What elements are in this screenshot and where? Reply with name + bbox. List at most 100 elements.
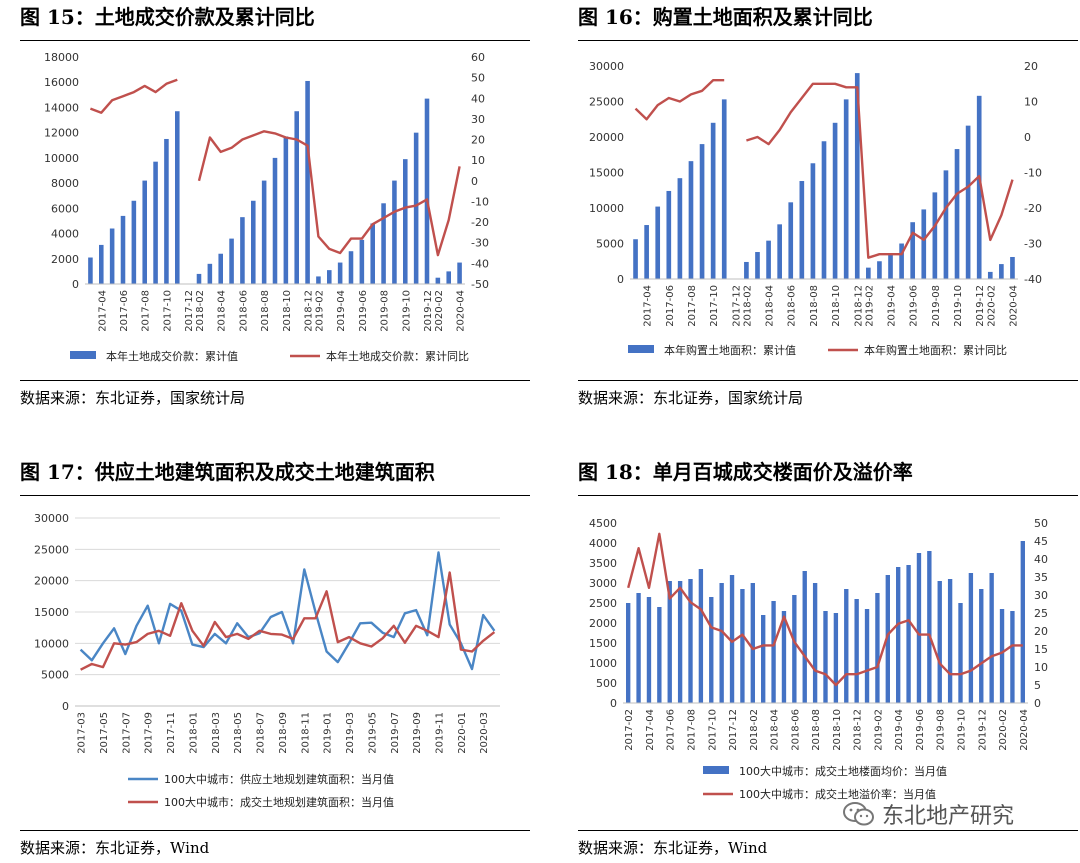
series-line xyxy=(89,78,178,114)
bar xyxy=(710,122,716,279)
bar xyxy=(677,178,683,279)
y2-tick-label: -40 xyxy=(471,257,489,270)
x-tick-label: 2019-10 xyxy=(401,290,412,332)
bar xyxy=(164,138,169,284)
bar xyxy=(709,597,714,703)
y-tick-label: 3000 xyxy=(589,577,617,590)
x-tick-label: 2020-02 xyxy=(986,285,997,327)
x-tick-label: 2017-11 xyxy=(166,712,177,754)
y2-tick-label: 10 xyxy=(1024,96,1038,109)
title-rule xyxy=(20,40,530,41)
x-tick-label: 2017-10 xyxy=(162,290,173,332)
bar xyxy=(413,132,419,284)
x-tick-label: 2017-10 xyxy=(709,285,720,327)
title-rule xyxy=(578,40,1078,41)
x-tick-label: 2019-05 xyxy=(367,712,378,754)
x-tick-label: 2019-12 xyxy=(975,285,986,327)
bar xyxy=(987,271,993,279)
x-tick-label: 2020-03 xyxy=(479,712,490,754)
bar xyxy=(435,277,441,284)
y-tick-label: 30000 xyxy=(34,512,69,525)
watermark: 东北地产研究 xyxy=(842,798,1014,830)
legend-label: 100大中城市：成交土地规划建筑面积：当月值 xyxy=(164,795,394,809)
bar xyxy=(744,261,749,279)
y-tick-label: 2500 xyxy=(589,597,617,610)
panel-fig18: 图 18：单月百城成交楼面价及溢价率 0 500 1000 1500 2000 2500 3… xyxy=(578,455,1078,863)
bar xyxy=(833,613,839,703)
bar xyxy=(937,581,942,703)
y-tick-label: 3500 xyxy=(589,557,617,570)
y2-tick-label: -20 xyxy=(471,216,489,229)
bar xyxy=(885,575,890,703)
bar xyxy=(976,95,982,279)
y2-tick-label: -30 xyxy=(1024,238,1042,251)
bar xyxy=(761,615,766,703)
bar xyxy=(424,98,430,284)
x-tick-label: 2017-08 xyxy=(141,290,152,332)
bar xyxy=(719,583,724,703)
x-tick-label: 2018-10 xyxy=(832,709,843,751)
bar xyxy=(910,222,916,279)
x-tick-label: 2020-02 xyxy=(998,709,1009,751)
x-tick-label: 2019-12 xyxy=(977,709,988,751)
y2-tick-label: 20 xyxy=(1024,60,1038,73)
bar xyxy=(927,551,932,703)
bar xyxy=(646,597,652,703)
x-tick-label: 2019-01 xyxy=(323,712,334,754)
bar xyxy=(305,80,310,284)
x-tick-label: 2018-06 xyxy=(787,285,798,327)
legend-label: 100大中城市：供应土地规划建筑面积：当月值 xyxy=(164,772,394,786)
y2-tick-label: 20 xyxy=(471,134,485,147)
bar xyxy=(810,163,816,279)
bar xyxy=(792,595,797,703)
bar xyxy=(381,203,386,284)
bar xyxy=(777,224,782,279)
bar xyxy=(755,252,760,279)
bar xyxy=(979,589,984,703)
series-line xyxy=(79,551,496,671)
bar xyxy=(1010,256,1015,279)
y-tick-label: 2000 xyxy=(51,253,79,266)
bar xyxy=(655,206,661,279)
x-tick-label: 2018-08 xyxy=(260,290,271,332)
y-tick-label: 25000 xyxy=(34,543,69,556)
bar xyxy=(667,581,672,703)
panel-title: 图 16：购置土地面积及累计同比 xyxy=(578,5,873,29)
x-tick-label: 2018-12 xyxy=(853,285,864,327)
bar xyxy=(688,579,693,703)
x-tick-label: 2020-04 xyxy=(1008,285,1019,327)
bar xyxy=(729,575,735,703)
bar xyxy=(823,611,828,703)
x-tick-label: 2019-06 xyxy=(909,285,920,327)
bar xyxy=(888,254,893,279)
bar xyxy=(699,144,705,279)
y2-tick-label: 40 xyxy=(1034,553,1048,566)
bar xyxy=(403,159,408,284)
x-tick-label: 2019-09 xyxy=(412,712,423,754)
bar xyxy=(921,209,927,279)
y-tick-label: 15000 xyxy=(34,606,69,619)
bar xyxy=(370,223,375,284)
chart-fig18: 0 500 1000 1500 2000 2500 3000 3500 4000 4500 0 5 10… xyxy=(589,517,1048,801)
x-tick-label: 2018-08 xyxy=(809,285,820,327)
bar xyxy=(666,190,672,279)
bar xyxy=(766,240,771,279)
y-tick-label: 4000 xyxy=(51,228,79,241)
x-tick-label: 2017-02 xyxy=(624,709,635,751)
bar xyxy=(457,262,462,284)
bar xyxy=(142,180,147,284)
x-tick-label: 2018-04 xyxy=(217,290,228,332)
y2-tick-label: 45 xyxy=(1034,535,1048,548)
bar xyxy=(965,125,971,279)
bar xyxy=(196,273,202,284)
x-tick-label: 2018-01 xyxy=(188,712,199,754)
x-tick-label: 2019-11 xyxy=(434,712,445,754)
x-tick-label: 2017-04 xyxy=(645,709,656,751)
bar xyxy=(812,583,818,703)
bar xyxy=(844,589,849,703)
x-tick-label: 2018-04 xyxy=(765,285,776,327)
source-note: 数据来源：东北证券，Wind xyxy=(20,839,210,857)
source-rule xyxy=(20,380,530,381)
x-tick-label: 2018-02 xyxy=(742,285,753,327)
source-rule xyxy=(20,830,530,831)
